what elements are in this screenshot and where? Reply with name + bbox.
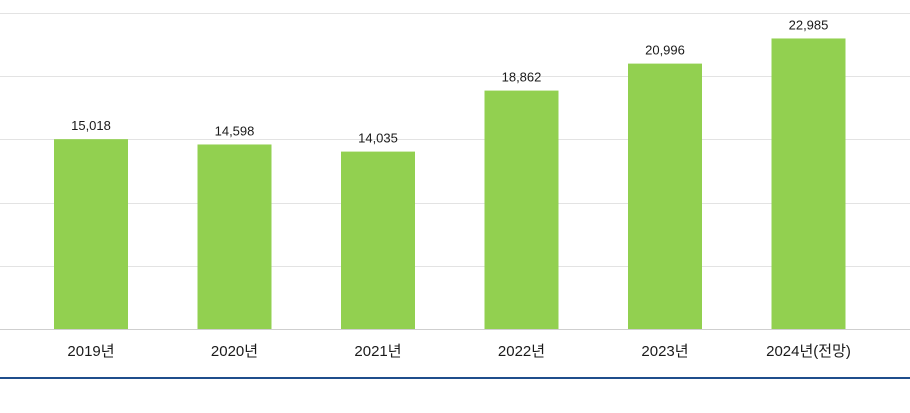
value-label: 14,035 bbox=[358, 131, 398, 146]
value-label: 14,598 bbox=[215, 123, 255, 138]
x-tick-label: 2019년 bbox=[67, 343, 114, 360]
x-tick-label: 2023년 bbox=[641, 343, 688, 360]
bars bbox=[54, 38, 846, 329]
value-label: 22,985 bbox=[789, 17, 829, 32]
bottom-rule bbox=[0, 377, 910, 379]
bar bbox=[771, 38, 846, 329]
bar bbox=[484, 90, 559, 329]
value-label: 15,018 bbox=[71, 118, 111, 133]
value-labels: 15,018 14,598 14,035 18,862 20,996 22,985 bbox=[71, 17, 828, 145]
value-label: 20,996 bbox=[645, 43, 685, 58]
x-tick-label: 2024년(전망) bbox=[766, 343, 851, 360]
x-axis-tick-labels: 2019년 2020년 2021년 2022년 2023년 2024년(전망) bbox=[67, 343, 850, 360]
x-tick-label: 2021년 bbox=[354, 343, 401, 360]
bar bbox=[628, 63, 702, 329]
value-label: 18,862 bbox=[502, 70, 542, 85]
bar bbox=[341, 151, 415, 329]
gridlines bbox=[0, 13, 910, 330]
x-tick-label: 2022년 bbox=[498, 343, 545, 360]
bar bbox=[197, 144, 272, 329]
bar bbox=[54, 139, 128, 329]
x-tick-label: 2020년 bbox=[211, 343, 258, 360]
